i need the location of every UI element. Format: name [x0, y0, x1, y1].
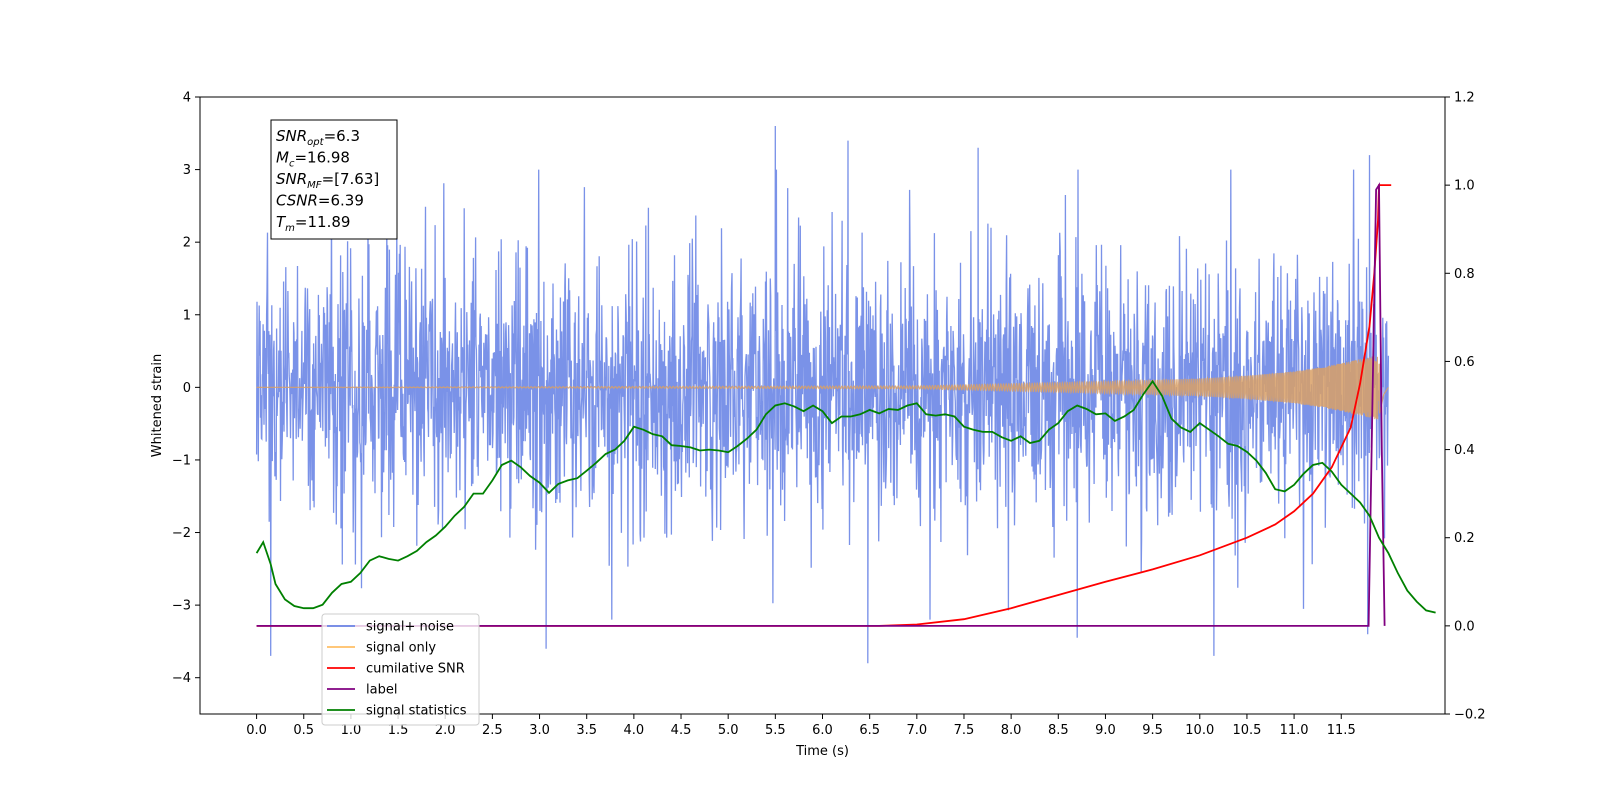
x-tick-label: 5.0 [718, 723, 739, 738]
x-tick-label: 6.5 [859, 723, 880, 738]
x-tick-label: 10.0 [1185, 723, 1214, 738]
annotation-line: Tm=11.89 [276, 213, 350, 234]
annotation-line: Mc=16.98 [276, 149, 350, 170]
x-axis: 0.0 0.5 1.0 1.5 2.0 2.5 3.0 3.5 4.0 4.5 5.0 5.5 6.0 6… [246, 714, 1356, 759]
y-tick-label-right: 0.2 [1454, 531, 1475, 546]
legend: signal+ noise signal only cumilative SNR la… [321, 613, 480, 726]
x-tick-label: 3.0 [529, 723, 550, 738]
y-tick-label-right: 1.2 [1454, 91, 1475, 106]
x-tick-label: 7.0 [906, 723, 927, 738]
y-tick-label-right: 0.6 [1454, 355, 1475, 370]
legend-label: signal only [366, 641, 436, 656]
x-tick-label: 11.5 [1327, 723, 1356, 738]
x-tick-label: 9.0 [1095, 723, 1116, 738]
y-tick-label-right: −0.2 [1454, 708, 1486, 723]
x-tick-label: 2.5 [482, 723, 503, 738]
y-tick-label-left: −1 [172, 453, 191, 468]
cumulative-snr-line [256, 184, 1392, 627]
x-tick-label: 7.5 [954, 723, 975, 738]
y-axis-left: 4 3 2 1 0 −1 −2 −3 −4 Whitened strain [150, 91, 200, 686]
y-tick-label-right: 1.0 [1454, 179, 1475, 194]
y-tick-label-right: 0.0 [1454, 619, 1475, 634]
y-tick-label-left: −3 [172, 599, 191, 614]
y-tick-label-right: 0.4 [1454, 443, 1475, 458]
x-tick-label: 5.5 [765, 723, 786, 738]
x-tick-label: 11.0 [1280, 723, 1309, 738]
y-tick-label-left: 4 [183, 91, 191, 106]
y-tick-label-left: 1 [183, 308, 191, 323]
y-tick-label-left: −4 [172, 671, 191, 686]
y-axis-right: 1.2 1.0 0.8 0.6 0.4 0.2 0.0 −0.2 [1445, 91, 1486, 723]
label-line [256, 182, 1386, 627]
annotation-line: SNRopt=6.3 [276, 127, 360, 148]
plot-area [255, 125, 1436, 664]
annotation-line: CSNR=6.39 [276, 192, 364, 210]
y-tick-label-left: 3 [183, 163, 191, 178]
y-tick-label-left: 0 [183, 381, 191, 396]
x-tick-label: 9.5 [1142, 723, 1163, 738]
x-tick-label: 8.0 [1001, 723, 1022, 738]
x-tick-label: 4.5 [671, 723, 692, 738]
x-tick-label: 2.0 [435, 723, 456, 738]
y-tick-label-left: 2 [183, 236, 191, 251]
x-tick-label: 1.5 [388, 723, 409, 738]
x-tick-label: 6.0 [812, 723, 833, 738]
x-tick-label: 0.5 [293, 723, 314, 738]
y-axis-label: Whitened strain [150, 354, 165, 457]
signal-noise-line [255, 125, 1390, 664]
annotation-line: SNRMF=[7.63] [276, 170, 379, 191]
legend-label: label [366, 683, 397, 698]
x-tick-label: 3.5 [576, 723, 597, 738]
legend-frame [321, 613, 480, 726]
y-tick-label-left: −2 [172, 526, 191, 541]
x-tick-label: 0.0 [246, 723, 267, 738]
legend-label: signal+ noise [366, 620, 454, 635]
legend-label: signal statistics [366, 704, 467, 719]
signal-only-line [256, 355, 1389, 420]
legend-label: cumilative SNR [366, 662, 465, 677]
signal-statistics-line [255, 379, 1436, 614]
x-axis-label: Time (s) [795, 744, 849, 759]
x-tick-label: 1.0 [341, 723, 362, 738]
x-tick-label: 4.0 [624, 723, 645, 738]
annotation-frame [270, 119, 398, 240]
x-tick-label: 8.5 [1048, 723, 1069, 738]
y-tick-label-right: 0.8 [1454, 267, 1475, 282]
x-tick-label: 10.5 [1232, 723, 1261, 738]
